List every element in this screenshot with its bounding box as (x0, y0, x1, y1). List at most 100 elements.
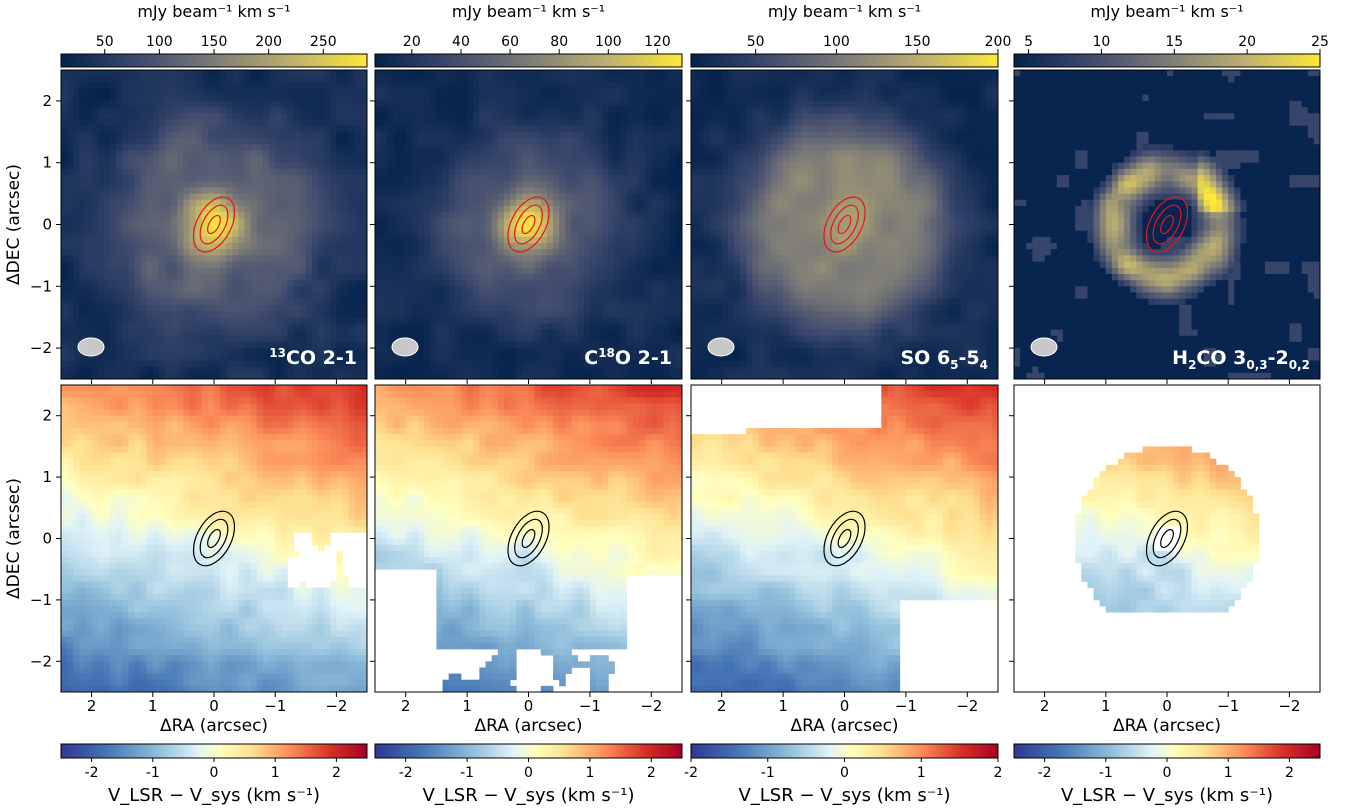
map-pixel (79, 113, 86, 120)
map-pixel (399, 70, 407, 77)
map-pixel (467, 218, 474, 225)
map-pixel (405, 267, 413, 275)
map-pixel (608, 243, 615, 250)
map-pixel (411, 150, 419, 157)
map-pixel (140, 199, 148, 207)
map-pixel (669, 335, 677, 343)
map-pixel (128, 150, 135, 157)
map-pixel (305, 236, 313, 244)
map-pixel (491, 286, 499, 293)
map-pixel (589, 205, 597, 213)
map-pixel (565, 230, 572, 238)
map-pixel (109, 298, 117, 306)
map-pixel (381, 137, 388, 145)
map-pixel (214, 218, 221, 225)
map-pixel (61, 224, 68, 232)
map-pixel (553, 119, 560, 127)
map-pixel (116, 243, 123, 250)
map-pixel (134, 107, 141, 114)
map-pixel (116, 100, 123, 108)
map-pixel (73, 311, 80, 318)
map-pixel (645, 212, 652, 219)
map-pixel (375, 119, 382, 127)
map-pixel (158, 286, 166, 293)
map-pixel (522, 70, 529, 77)
map-pixel (454, 354, 462, 361)
map-pixel (485, 125, 493, 133)
map-pixel (281, 372, 288, 380)
map-pixel (348, 162, 356, 170)
map-pixel (195, 261, 203, 269)
map-pixel (417, 107, 425, 114)
map-pixel (565, 261, 572, 269)
map-pixel (381, 70, 388, 77)
map-pixel (381, 144, 388, 151)
map-pixel (503, 243, 511, 250)
map-pixel (122, 267, 129, 275)
map-pixel (614, 243, 621, 250)
map-pixel (583, 298, 591, 306)
map-pixel (311, 354, 319, 361)
map-pixel (122, 273, 129, 281)
map-pixel (128, 354, 135, 361)
map-pixel (411, 311, 419, 318)
map-pixel (553, 366, 560, 374)
map-pixel (67, 341, 74, 349)
map-pixel (405, 298, 413, 306)
map-pixel (152, 199, 160, 207)
map-pixel (417, 125, 425, 133)
map-pixel (189, 100, 197, 108)
map-pixel (387, 329, 394, 337)
map-pixel (109, 162, 117, 170)
map-pixel (299, 131, 307, 139)
map-pixel (269, 286, 276, 293)
map-pixel (559, 267, 566, 275)
map-pixel (360, 156, 368, 164)
map-pixel (318, 100, 325, 108)
map-pixel (657, 230, 664, 238)
map-pixel (571, 156, 579, 164)
map-pixel (348, 181, 356, 188)
map-pixel (116, 335, 123, 343)
map-pixel (577, 113, 585, 120)
map-pixel (485, 304, 493, 312)
map-pixel (602, 261, 609, 269)
map-pixel (311, 76, 319, 83)
map-pixel (348, 175, 356, 182)
map-pixel (503, 236, 511, 244)
map-pixel (73, 243, 80, 250)
map-pixel (522, 311, 529, 318)
map-pixel (405, 360, 413, 368)
map-pixel (448, 249, 456, 256)
map-pixel (195, 88, 203, 96)
map-pixel (620, 354, 628, 361)
map-pixel (516, 329, 523, 337)
map-pixel (479, 335, 486, 343)
map-pixel (596, 261, 603, 269)
map-pixel (275, 100, 282, 108)
map-pixel (73, 82, 80, 89)
map-pixel (140, 131, 148, 139)
map-pixel (460, 205, 468, 213)
map-pixel (602, 113, 609, 120)
map-0-1 (375, 70, 683, 380)
map-pixel (522, 249, 529, 256)
map-pixel (375, 255, 382, 262)
map-pixel (669, 341, 677, 349)
map-pixel (232, 286, 239, 293)
map-pixel (553, 243, 560, 250)
map-pixel (491, 218, 499, 225)
map-pixel (657, 76, 664, 83)
map-pixel (116, 212, 123, 219)
map-pixel (336, 162, 343, 170)
map-pixel (91, 292, 99, 300)
map-pixel (244, 267, 252, 275)
map-pixel (269, 137, 276, 145)
map-pixel (491, 354, 499, 361)
map-pixel (577, 224, 585, 232)
map-pixel (165, 243, 172, 250)
map-pixel (454, 286, 462, 293)
map-pixel (311, 329, 319, 337)
map-pixel (207, 70, 215, 77)
map-pixel (387, 261, 394, 269)
